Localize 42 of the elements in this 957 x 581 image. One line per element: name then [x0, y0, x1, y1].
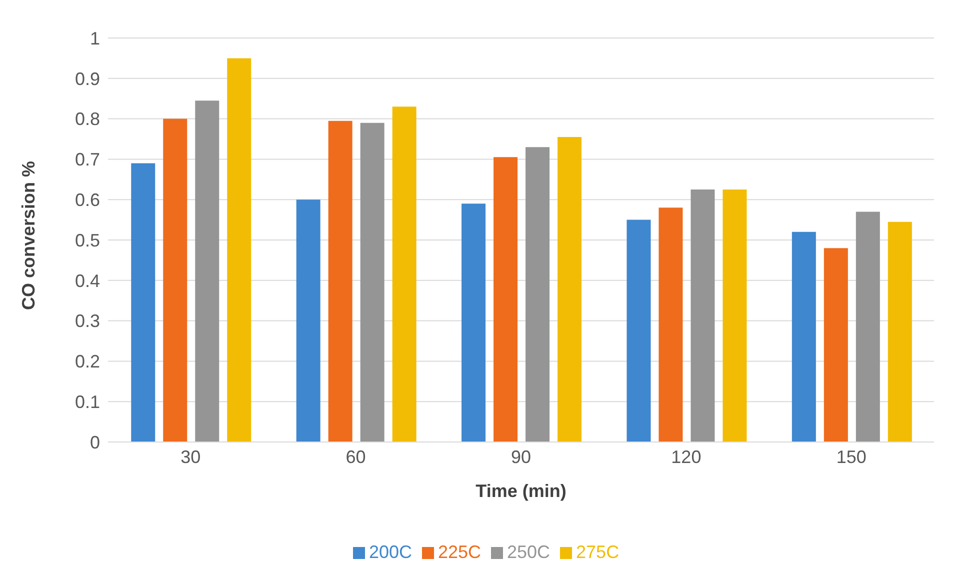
- y-tick-label: 0.5: [74, 230, 100, 250]
- legend-label: 225C: [438, 542, 481, 562]
- bar: [360, 122, 384, 442]
- y-axis-title: CO conversion %: [18, 160, 38, 310]
- x-axis-title: Time (min): [476, 481, 566, 501]
- bar: [888, 222, 912, 442]
- bar: [163, 118, 188, 442]
- y-tick-label: 0.9: [74, 68, 100, 89]
- legend-label: 250C: [507, 542, 550, 562]
- y-tick-label: 0.6: [74, 190, 100, 210]
- x-tick-label: 120: [671, 446, 702, 467]
- bar: [131, 163, 156, 442]
- x-tick-label: 150: [836, 446, 866, 467]
- bar: [462, 204, 486, 442]
- y-tick-label: 0.4: [74, 270, 100, 291]
- bar: [392, 106, 416, 442]
- y-tick-label: 0.3: [74, 311, 100, 332]
- bar: [792, 232, 816, 442]
- bar: [296, 200, 320, 442]
- bar: [856, 212, 880, 442]
- bar: [195, 100, 220, 442]
- y-tick-label: 0.2: [74, 352, 100, 372]
- bar: [526, 147, 550, 442]
- legend-label: 200C: [368, 542, 412, 562]
- bar: [558, 136, 582, 442]
- bar: [494, 157, 518, 442]
- bar: [227, 58, 252, 442]
- bar: [722, 190, 747, 442]
- bar: [690, 190, 715, 442]
- bar: [328, 120, 352, 442]
- y-tick-label: 0.8: [74, 109, 100, 130]
- bar: [626, 220, 651, 442]
- x-tick-label: 90: [510, 446, 532, 467]
- bar: [824, 248, 848, 442]
- y-tick-label: 0.1: [74, 392, 100, 412]
- y-tick-label: 0: [90, 432, 100, 452]
- x-tick-label: 30: [180, 446, 201, 467]
- y-tick-label: 1: [90, 28, 100, 48]
- x-tick-label: 60: [346, 446, 366, 467]
- bar: [658, 208, 683, 442]
- y-tick-label: 0.7: [74, 150, 100, 170]
- legend-label: 275C: [576, 542, 620, 562]
